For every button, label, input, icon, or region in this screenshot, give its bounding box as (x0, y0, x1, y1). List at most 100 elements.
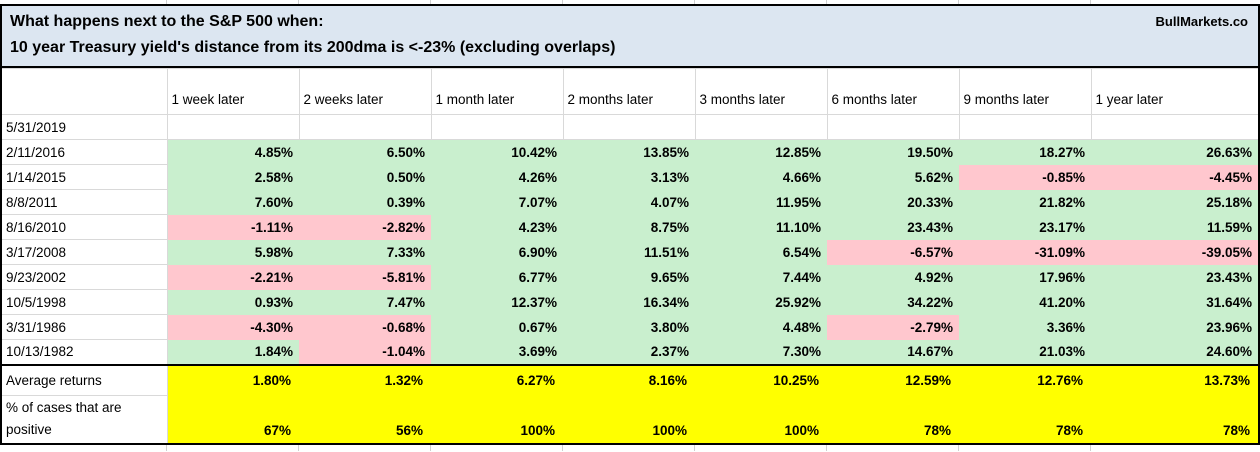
return-cell: 11.10% (695, 214, 827, 240)
date-cell: 10/13/1982 (0, 339, 168, 365)
return-cell: 23.17% (959, 214, 1091, 240)
date-cell: 10/5/1998 (0, 289, 168, 315)
return-cell: 4.26% (431, 164, 563, 190)
return-cell: 3.69% (431, 339, 563, 365)
gridline-tick (694, 444, 695, 451)
return-cell: 7.60% (167, 189, 299, 215)
percent-positive-value-cell: 78% (1091, 395, 1259, 444)
table-row: 5/31/2019 (0, 114, 1260, 140)
average-returns-value-cell: 12.76% (959, 363, 1091, 396)
return-cell: 34.22% (827, 289, 959, 315)
return-cell: -0.68% (299, 314, 431, 340)
return-cell: 19.50% (827, 139, 959, 165)
return-cell: 12.37% (431, 289, 563, 315)
return-cell: 5.98% (167, 239, 299, 265)
return-cell: 13.85% (563, 139, 695, 165)
return-cell: 6.77% (431, 264, 563, 290)
returns-table: 1 week later 2 weeks later 1 month later 2 … (0, 68, 1260, 445)
return-cell: 2.58% (167, 164, 299, 190)
table-row: 3/31/1986 -4.30% -0.68% 0.67% 3.80% 4.48% -2.7… (0, 314, 1259, 340)
return-cell: 24.60% (1091, 339, 1259, 365)
return-cell: 3.80% (563, 314, 695, 340)
return-cell: 4.48% (695, 314, 827, 340)
date-cell: 2/11/2016 (0, 139, 168, 165)
average-returns-value-cell: 12.59% (827, 363, 959, 396)
return-cell: -4.30% (167, 314, 299, 340)
return-cell: -2.21% (167, 264, 299, 290)
average-returns-value-cell: 10.25% (695, 363, 827, 396)
return-cell: 7.30% (695, 339, 827, 365)
gridline-tick (298, 444, 299, 451)
column-header: 3 months later (694, 68, 828, 115)
gridline-tick (562, 0, 563, 4)
return-cell: -2.79% (827, 314, 959, 340)
return-cell: 18.27% (959, 139, 1091, 165)
average-returns-value-cell: 6.27% (431, 363, 563, 396)
return-cell: -1.11% (167, 214, 299, 240)
return-cell: 4.07% (563, 189, 695, 215)
column-header: 1 year later (1090, 68, 1260, 115)
return-cell (430, 114, 564, 140)
gridline-tick (1090, 444, 1091, 451)
return-cell: -0.85% (959, 164, 1091, 190)
return-cell: 0.39% (299, 189, 431, 215)
return-cell: 41.20% (959, 289, 1091, 315)
return-cell: 17.96% (959, 264, 1091, 290)
return-cell: 0.67% (431, 314, 563, 340)
column-header: 2 weeks later (298, 68, 432, 115)
table-row: 10/5/1998 0.93% 7.47% 12.37% 16.34% 25.92% 34.… (0, 289, 1259, 315)
percent-positive-value-cell: 100% (431, 395, 563, 444)
return-cell (826, 114, 960, 140)
return-cell: 3.36% (959, 314, 1091, 340)
return-cell: 14.67% (827, 339, 959, 365)
return-cell: -4.45% (1091, 164, 1259, 190)
column-header: 1 week later (166, 68, 300, 115)
brand-text: BullMarkets.co (1155, 14, 1248, 29)
return-cell: 23.43% (1091, 264, 1259, 290)
percent-positive-label: % of cases that are positive (0, 395, 168, 444)
return-cell: -1.04% (299, 339, 431, 365)
return-cell: 1.84% (167, 339, 299, 365)
return-cell: -6.57% (827, 239, 959, 265)
average-returns-label: Average returns (0, 363, 168, 396)
percent-positive-value-cell: 78% (959, 395, 1091, 444)
date-cell: 8/8/2011 (0, 189, 168, 215)
return-cell: 7.47% (299, 289, 431, 315)
return-cell: 4.23% (431, 214, 563, 240)
title-line1: What happens next to the S&P 500 when: (10, 13, 324, 30)
gridline-tick (958, 444, 959, 451)
average-returns-value-cell: 8.16% (563, 363, 695, 396)
return-cell: 4.92% (827, 264, 959, 290)
return-cell: 6.50% (299, 139, 431, 165)
percent-positive-value-cell: 56% (299, 395, 431, 444)
return-cell: 6.90% (431, 239, 563, 265)
date-cell: 9/23/2002 (0, 264, 168, 290)
gridline-tick (694, 0, 695, 4)
gridline-tick (1090, 0, 1091, 4)
gridline-tick (826, 0, 827, 4)
return-cell (694, 114, 828, 140)
table-row: 8/16/2010 -1.11% -2.82% 4.23% 8.75% 11.10% 23.… (0, 214, 1259, 240)
return-cell: 11.59% (1091, 214, 1259, 240)
table-row: 9/23/2002 -2.21% -5.81% 6.77% 9.65% 7.44% 4.92… (0, 264, 1259, 290)
return-cell: 8.75% (563, 214, 695, 240)
return-cell: 0.50% (299, 164, 431, 190)
return-cell: 2.37% (563, 339, 695, 365)
percent-positive-value-cell: 100% (563, 395, 695, 444)
column-header: 1 month later (430, 68, 564, 115)
date-cell: 3/31/1986 (0, 314, 168, 340)
return-cell: 23.43% (827, 214, 959, 240)
date-cell: 8/16/2010 (0, 214, 168, 240)
return-cell: -2.82% (299, 214, 431, 240)
return-cell: 7.44% (695, 264, 827, 290)
date-cell: 3/17/2008 (0, 239, 168, 265)
gridline-tick (430, 444, 431, 451)
average-returns-value-cell: 1.80% (167, 363, 299, 396)
gridline-tick (826, 444, 827, 451)
gridline-tick (562, 444, 563, 451)
return-cell: -5.81% (299, 264, 431, 290)
return-cell: 9.65% (563, 264, 695, 290)
return-cell: 16.34% (563, 289, 695, 315)
table-row: 3/17/2008 5.98% 7.33% 6.90% 11.51% 6.54% -6.57… (0, 239, 1259, 265)
